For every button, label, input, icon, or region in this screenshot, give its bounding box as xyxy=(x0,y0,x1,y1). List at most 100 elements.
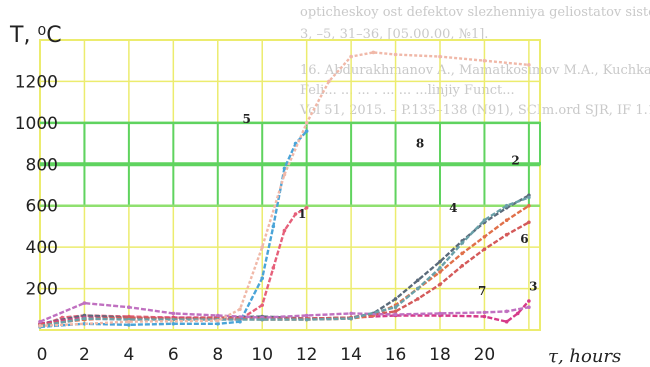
data-point xyxy=(504,203,509,208)
data-point xyxy=(482,218,487,223)
series-label-5: 5 xyxy=(242,112,250,126)
series-labels: 5 1 8 2 4 6 7 3 xyxy=(242,112,537,298)
data-point xyxy=(415,297,420,301)
data-point xyxy=(38,319,42,324)
data-point xyxy=(293,212,298,216)
data-point xyxy=(438,282,442,287)
y-axis-label: T, ⁰C xyxy=(9,23,62,48)
x-tick-label: 10 xyxy=(251,345,273,365)
background-text-line: opticheskoy ost defektov slezhenniya gel… xyxy=(300,5,650,20)
data-point xyxy=(327,79,331,84)
data-point xyxy=(482,310,487,315)
data-point xyxy=(504,309,509,314)
series-label-8: 8 xyxy=(416,137,424,151)
x-tick-label: 20 xyxy=(474,345,496,365)
data-point xyxy=(415,286,420,291)
data-point xyxy=(38,324,42,328)
series-8 xyxy=(38,195,531,328)
y-tick-label: 400 xyxy=(26,238,58,258)
series-4 xyxy=(38,203,531,327)
x-tick-label: 8 xyxy=(212,345,223,365)
series-line xyxy=(39,51,530,328)
data-point xyxy=(171,311,176,316)
y-tick-label: 600 xyxy=(26,197,58,217)
series-layer xyxy=(38,50,531,329)
data-point xyxy=(527,63,531,67)
x-tick-label: 18 xyxy=(429,345,451,365)
data-point xyxy=(527,195,531,200)
data-point xyxy=(371,50,376,55)
data-point xyxy=(238,319,242,324)
data-point xyxy=(282,172,287,177)
x-tick-label: 6 xyxy=(168,345,179,365)
data-point xyxy=(438,311,442,316)
data-point xyxy=(282,228,287,233)
data-point xyxy=(415,278,420,283)
background-bleed-text: opticheskoy ost defektov slezhenniya gel… xyxy=(299,5,650,118)
data-point xyxy=(260,245,265,249)
series-label-3: 3 xyxy=(529,280,537,294)
x-tick-label: 4 xyxy=(123,345,134,365)
data-point xyxy=(438,266,442,270)
data-point xyxy=(393,52,398,57)
data-point xyxy=(438,54,442,59)
highlight-band xyxy=(83,121,541,166)
data-point xyxy=(171,321,176,326)
data-point xyxy=(504,218,509,223)
data-point xyxy=(304,313,309,318)
data-point xyxy=(238,307,242,312)
data-point xyxy=(215,318,220,323)
data-point xyxy=(127,305,131,310)
data-point xyxy=(215,313,220,318)
data-point xyxy=(460,241,465,245)
x-tick-label: 12 xyxy=(296,345,318,365)
data-point xyxy=(271,266,276,270)
data-point xyxy=(482,234,487,239)
x-tick-label: 14 xyxy=(340,345,362,365)
background-text-line: Feli... ... ... . ... ... ...linjiy Func… xyxy=(300,83,515,98)
background-text-line: 16. Abdurakhmanov A., Mamatkosimov M.A.,… xyxy=(300,63,650,78)
data-point xyxy=(504,319,509,324)
data-point xyxy=(127,323,131,327)
data-point xyxy=(527,220,531,225)
data-point xyxy=(393,312,398,317)
x-tick-label: 16 xyxy=(385,345,407,365)
data-point xyxy=(82,316,87,321)
series-upper xyxy=(38,50,531,328)
series-line xyxy=(39,221,530,326)
data-point xyxy=(393,305,398,310)
y-tick-label: 1200 xyxy=(15,72,58,92)
data-point xyxy=(304,205,309,210)
series-label-4: 4 xyxy=(449,201,457,215)
data-point xyxy=(527,203,531,208)
data-point xyxy=(515,311,520,316)
data-point xyxy=(393,297,398,301)
y-tick-label: 200 xyxy=(26,280,58,300)
series-label-7: 7 xyxy=(478,284,486,298)
data-point xyxy=(127,319,131,324)
y-tick-label: 1000 xyxy=(15,114,58,134)
series-label-2: 2 xyxy=(511,153,519,167)
x-axis-label: τ, hours xyxy=(548,346,621,367)
x-tick-label: 2 xyxy=(79,345,90,365)
data-point xyxy=(460,251,465,256)
data-point xyxy=(349,54,353,59)
data-point xyxy=(260,317,265,322)
data-point xyxy=(282,166,287,171)
data-point xyxy=(460,263,465,268)
data-point xyxy=(527,299,531,303)
data-point xyxy=(304,129,309,133)
series-label-1: 1 xyxy=(298,207,306,221)
x-tick-label: 0 xyxy=(37,345,48,365)
plot-frame xyxy=(39,39,541,331)
data-point xyxy=(260,276,265,281)
data-point xyxy=(349,316,353,321)
data-point xyxy=(482,58,487,63)
data-point xyxy=(271,224,276,229)
y-tick-label: 800 xyxy=(26,155,58,175)
data-point xyxy=(349,311,353,316)
series-6 xyxy=(38,220,531,327)
data-point xyxy=(82,301,87,305)
